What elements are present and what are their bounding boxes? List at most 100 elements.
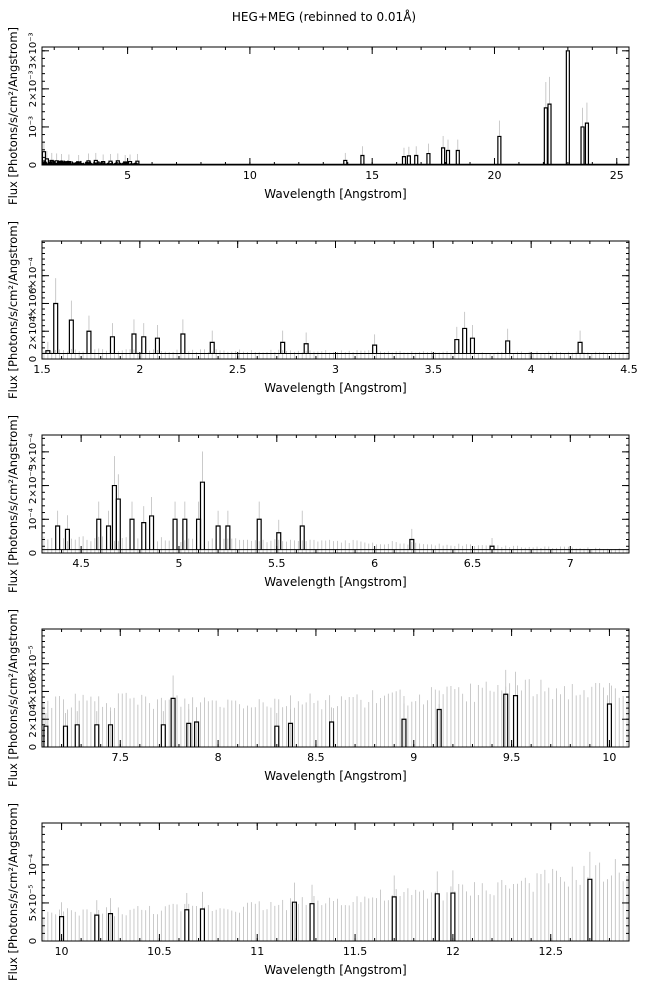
panel-5: 10 10.5 11 11.5 12 12.5 5×10⁻⁵ 10⁻⁴ 0 Wavelength …: [6, 803, 630, 981]
y-axis-label: Flux [Photons/s/cm²/Angstrom]: [6, 27, 20, 205]
x-tick-label: 7.5: [112, 751, 130, 764]
spectrum-bin: [172, 518, 178, 550]
y-axis-label: Flux [Photons/s/cm²/Angstrom]: [6, 803, 20, 981]
spectrum-bin: [62, 725, 69, 747]
x-tick-label: 4.5: [72, 557, 90, 570]
panel-1: 5 10 15 20 25 10⁻³ 2×10⁻³3×10⁻³ 0 Wavelength [An…: [6, 27, 630, 205]
y-tick-label: 10⁻³: [28, 116, 39, 138]
x-tick-label: 12: [446, 945, 460, 958]
x-tick-label: 10: [243, 169, 257, 182]
spectrum-bin: [199, 481, 206, 550]
spectrum-bin: [115, 498, 121, 550]
y-tick-label: 3×10⁻⁴: [28, 433, 39, 470]
y-tick-label: 2×10⁻⁴: [28, 313, 39, 350]
spectrum-bin: [414, 154, 419, 165]
spectrum-bin: [469, 337, 476, 354]
y-axis: [42, 241, 629, 354]
y-tick-label: 0: [28, 550, 39, 556]
y-axis-label: Flux [Photons/s/cm²/Angstrom]: [6, 609, 20, 787]
x-tick-label: 10.5: [147, 945, 172, 958]
spectrum-bin: [225, 525, 231, 550]
spectrum-bin: [329, 721, 335, 747]
plot-frame: [41, 46, 630, 166]
x-tick-label: 15: [365, 169, 379, 182]
spectrum-bin: [45, 350, 51, 354]
y-tick-label: 2×10⁻⁴: [28, 467, 39, 504]
spectrum-bin: [543, 107, 548, 165]
y-axis: [42, 437, 629, 547]
y-tick-label: 10⁻⁴: [28, 508, 39, 530]
spectrum-bin: [54, 160, 59, 165]
spectrum-bin: [53, 302, 59, 354]
x-axis-label: Wavelength [Angstrom]: [264, 187, 406, 201]
spectrum-bin: [96, 518, 102, 550]
x-tick-label: 4: [528, 363, 535, 376]
spectrum-bin: [401, 156, 407, 165]
spectrum: [42, 481, 629, 551]
x-axis-label: Wavelength [Angstrom]: [264, 381, 406, 395]
y-tick-label: 10⁻⁴: [28, 854, 39, 876]
y-tick-label: 0: [28, 356, 39, 362]
x-tick-label: 8.5: [307, 751, 325, 764]
spectrum-bin: [94, 724, 100, 747]
spectrum-bin: [512, 695, 519, 747]
spectrum-bin: [127, 160, 133, 165]
y-axis: [42, 50, 629, 158]
spectrum-bin: [199, 908, 206, 941]
spectrum-bin: [587, 878, 593, 941]
spectrum-bin: [505, 340, 511, 354]
spectrum-bin: [186, 722, 192, 747]
spectrum-bin: [131, 333, 137, 354]
spectrum-bin: [93, 159, 98, 165]
spectrum-bin: [209, 341, 215, 354]
spectrum-bin: [287, 722, 294, 747]
x-axis: [53, 47, 618, 165]
spectrum-bin: [436, 708, 442, 747]
spectrum-bin: [49, 159, 54, 165]
error-bars: [43, 451, 628, 553]
y-tick-label: 0: [28, 162, 39, 168]
spectrum-bin: [454, 338, 460, 354]
spectrum-bin: [86, 330, 92, 354]
spectrum-bin: [215, 525, 221, 550]
spectrum-bin: [489, 545, 495, 550]
y-tick-label: 6×10⁻⁵: [28, 645, 39, 682]
spectrum-bin: [101, 160, 106, 165]
spectrum-bin: [565, 50, 570, 165]
spectrum-bin: [280, 341, 286, 354]
spectrum-bin: [43, 725, 49, 747]
error-bars: [43, 669, 628, 747]
y-axis: [42, 629, 629, 742]
y-tick-label: 5×10⁻⁵: [28, 885, 39, 922]
y-axis: [42, 826, 629, 934]
x-tick-label: 11: [250, 945, 264, 958]
spectrum-bin: [547, 103, 552, 165]
spectrum-bin: [182, 518, 188, 550]
y-axis-label: Flux [Photons/s/cm²/Angstrom]: [6, 221, 20, 399]
spectrum-bin: [291, 901, 297, 941]
spectrum-bin: [94, 914, 100, 941]
x-axis: [41, 823, 630, 941]
x-tick-label: 7: [567, 557, 574, 570]
spectrum-bin: [455, 149, 460, 165]
spectrum-bin: [343, 159, 348, 165]
spectrum-bin: [76, 161, 81, 165]
spectrum-bin: [276, 532, 282, 550]
plot-frame: [41, 240, 630, 360]
spectrum-bin: [434, 893, 440, 941]
spectrum-bin: [580, 126, 585, 165]
spectrum-bin: [59, 160, 64, 165]
x-tick-label: 20: [487, 169, 501, 182]
spectrum-bin: [503, 693, 509, 747]
y-tick-label: 4×10⁻⁵: [28, 673, 39, 710]
x-axis: [41, 435, 630, 553]
x-tick-label: 5: [124, 169, 131, 182]
x-tick-label: 6: [371, 557, 378, 570]
spectrum-bin: [606, 703, 612, 747]
x-tick-label: 8: [215, 751, 222, 764]
y-axis-label: Flux [Photons/s/cm²/Angstrom]: [6, 415, 20, 593]
spectrum-bin: [445, 149, 451, 165]
x-tick-label: 5: [175, 557, 182, 570]
x-tick-label: 9: [410, 751, 417, 764]
